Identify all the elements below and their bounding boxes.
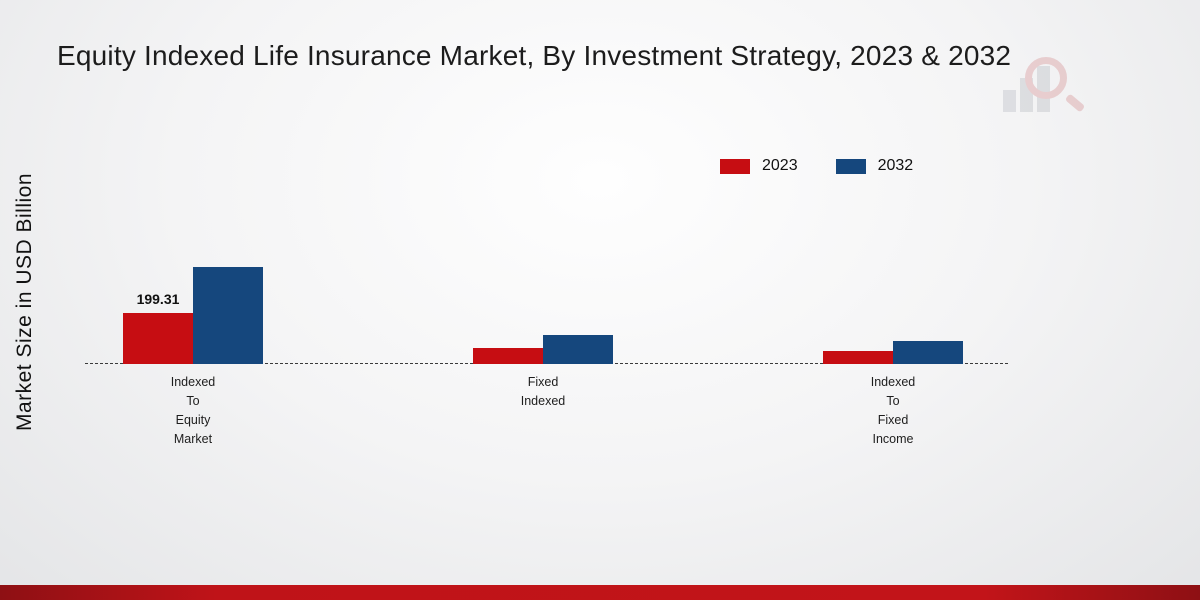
legend-swatch-2023 xyxy=(720,158,750,174)
bar-2032-category-1 xyxy=(543,335,613,364)
watermark-magnifier-icon xyxy=(1025,57,1067,99)
category-label: Indexed To Equity Market xyxy=(170,375,216,446)
bar-2023-category-0 xyxy=(123,313,193,364)
watermark-logo xyxy=(995,55,1090,120)
legend-item-2032: 2032 xyxy=(835,157,914,175)
bar-2023-category-1 xyxy=(473,348,543,364)
legend-item-2023: 2023 xyxy=(720,157,798,175)
bar-2032-category-0 xyxy=(193,267,263,364)
footer-accent-bar xyxy=(0,585,1200,600)
bar-value-label: 199.31 xyxy=(136,291,180,307)
legend-label-2023: 2023 xyxy=(762,157,798,174)
legend-swatch-2032 xyxy=(835,158,866,174)
bar-2032-category-2 xyxy=(893,341,963,364)
category-label: Indexed To Fixed Income xyxy=(870,375,916,446)
category-label: Fixed Indexed xyxy=(520,375,566,408)
chart-title: Equity Indexed Life Insurance Market, By… xyxy=(57,40,1012,71)
bar-2023-category-2 xyxy=(823,351,893,364)
legend: 2023 2032 xyxy=(720,157,913,175)
watermark-bar-icon xyxy=(1003,90,1016,112)
legend-label-2032: 2032 xyxy=(877,157,914,174)
